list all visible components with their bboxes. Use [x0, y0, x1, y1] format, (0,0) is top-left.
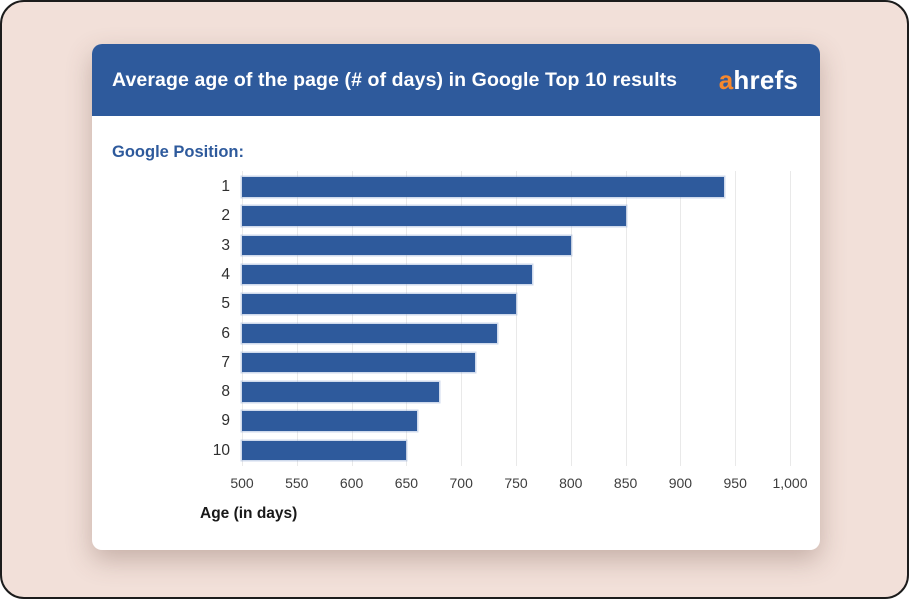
x-tick-label: 900 [668, 475, 693, 491]
card-header: Average age of the page (# of days) in G… [92, 44, 820, 116]
x-tick-label: 550 [285, 475, 309, 491]
ahrefs-logo: ahrefs [719, 65, 798, 96]
x-tick-label: 950 [723, 475, 747, 491]
gridline [735, 171, 737, 466]
x-tick-label: 850 [613, 475, 638, 491]
gridline [296, 171, 298, 466]
x-tick-label: 700 [449, 475, 473, 491]
bar [242, 206, 626, 226]
bar [242, 294, 516, 314]
x-tick-label: 650 [394, 475, 419, 491]
gridline [516, 171, 517, 466]
x-tick-label: 800 [559, 475, 583, 491]
row-label: 9 [221, 412, 230, 430]
x-tick-label: 600 [339, 475, 364, 491]
plot-area [242, 171, 791, 466]
bar [242, 382, 440, 402]
gridline [625, 171, 627, 466]
gridline [461, 171, 463, 466]
chart-title: Average age of the page (# of days) in G… [112, 68, 678, 91]
gridline [406, 171, 408, 466]
x-axis: 500 550 600 650 700 750 800 850 900 950 1,000 [92, 475, 820, 493]
gridline [790, 171, 791, 466]
row-label: 1 [221, 178, 230, 195]
row-labels: 1 2 3 4 5 6 7 8 9 10 [92, 171, 230, 466]
bar [242, 440, 407, 461]
bar [242, 411, 418, 431]
row-label: 6 [221, 324, 230, 342]
chart-body: Google Position: 1 2 3 4 5 6 7 8 9 10 500 550 600 65… [92, 116, 820, 550]
gridline [242, 171, 243, 466]
y-axis-title: Google Position: [112, 143, 244, 161]
x-axis-title: Age (in days) [200, 505, 298, 522]
bar [242, 177, 725, 197]
ahrefs-logo-a: a [718, 64, 734, 95]
bar [242, 323, 498, 343]
x-tick-label: 500 [230, 475, 254, 491]
bar [242, 235, 571, 256]
chart-card: Average age of the page (# of days) in G… [92, 44, 820, 550]
row-label: 5 [221, 295, 230, 313]
gridline [570, 171, 572, 466]
row-label: 8 [221, 383, 230, 401]
row-label: 7 [221, 353, 230, 371]
row-label: 4 [221, 265, 230, 283]
ahrefs-logo-rest: hrefs [733, 64, 798, 95]
row-label: 2 [221, 207, 230, 225]
x-tick-label: 750 [504, 475, 528, 491]
bar [242, 264, 533, 285]
row-label: 3 [221, 236, 230, 254]
gridline [351, 171, 353, 466]
gridline [680, 171, 682, 466]
row-label: 10 [212, 441, 230, 459]
bar [242, 352, 476, 373]
x-tick-label: 1,000 [772, 475, 808, 491]
